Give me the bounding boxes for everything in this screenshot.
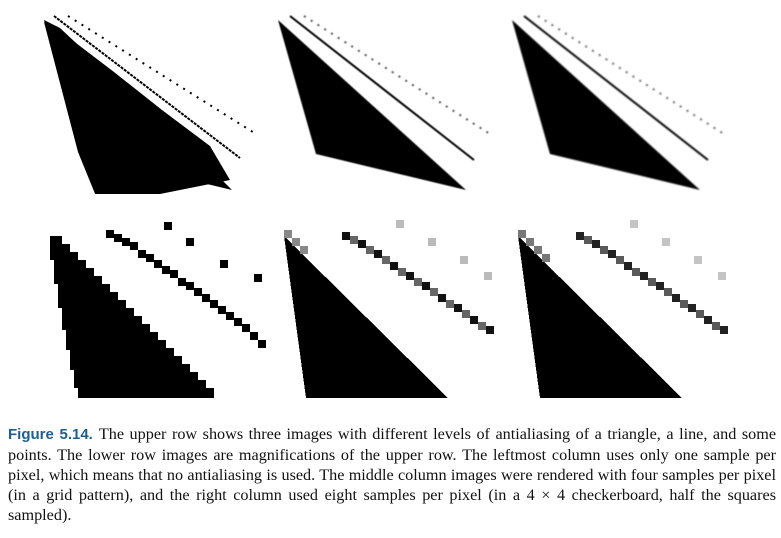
figure-label: Figure 5.14. [8,426,93,443]
magnified-image-lower-left [50,222,266,398]
panel-upper-8-samples [510,14,732,194]
magnified-image-lower-middle [284,220,494,398]
antialiased-image-upper-right [512,15,725,190]
panel-lower-4-samples [284,220,506,398]
panel-upper-1-sample [42,14,264,194]
panel-lower-8-samples [518,220,740,398]
figure-caption: Figure 5.14. The upper row shows three im… [8,424,776,525]
panel-lower-1-sample [50,220,272,398]
aliased-image-upper-left [44,15,257,194]
figure-caption-text: The upper row shows three images with di… [8,425,776,524]
antialiased-image-upper-middle [278,15,491,190]
magnified-image-lower-right [518,220,728,398]
panel-upper-4-samples [276,14,498,194]
